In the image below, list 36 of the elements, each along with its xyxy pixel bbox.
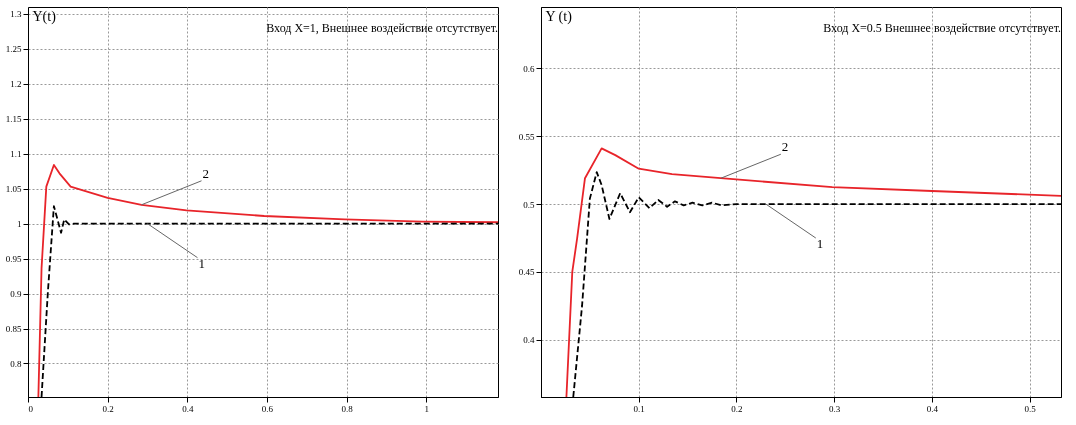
y-tick-label: 0.4 bbox=[523, 335, 535, 346]
y-tick-label: 0.55 bbox=[518, 131, 535, 142]
y-tick-label: 0.95 bbox=[5, 254, 22, 265]
x-tick-label: 0.2 bbox=[731, 403, 743, 414]
x-tick-label: 0.5 bbox=[1024, 403, 1037, 414]
annotation: 1 bbox=[198, 255, 205, 271]
y-tick-label: 1.2 bbox=[10, 79, 22, 90]
y-tick-label: 1.3 bbox=[10, 9, 22, 20]
x-tick-label: 0.3 bbox=[829, 403, 841, 414]
y-tick-label: 1.15 bbox=[5, 114, 22, 125]
x-tick-label: 1 bbox=[424, 403, 430, 414]
y-tick-label: 0.85 bbox=[5, 324, 22, 335]
annotation: 2 bbox=[781, 139, 789, 155]
y-axis-title: Y (t) bbox=[545, 8, 573, 25]
y-tick-label: 1 bbox=[17, 219, 22, 230]
y-tick-label: 0.9 bbox=[10, 289, 22, 300]
annotation: 2 bbox=[202, 165, 210, 181]
y-tick-label: 0.5 bbox=[523, 199, 535, 210]
y-tick-label: 1.05 bbox=[5, 184, 22, 195]
x-tick-label: 0.4 bbox=[182, 403, 194, 414]
y-tick-label: 0.45 bbox=[518, 267, 535, 278]
x-tick-label: 0.6 bbox=[261, 403, 274, 414]
x-tick-label: 0 bbox=[28, 403, 34, 414]
y-tick-label: 1.25 bbox=[5, 44, 22, 55]
line-series bbox=[37, 164, 498, 397]
x-tick-label: 0.2 bbox=[102, 403, 114, 414]
x-tick-label: 0.1 bbox=[633, 403, 645, 414]
y-tick-label: 0.8 bbox=[10, 358, 22, 369]
x-tick-label: 0.4 bbox=[926, 403, 939, 414]
y-tick-label: 1.1 bbox=[10, 149, 22, 160]
y-tick-label: 0.6 bbox=[523, 63, 535, 74]
text: Вход X=1, Внешнее воздействие отсутствует. bbox=[266, 21, 498, 35]
y-axis-title: Y(t) bbox=[32, 8, 57, 25]
annotation: 1 bbox=[816, 236, 824, 252]
x-tick-label: 0.8 bbox=[341, 403, 354, 414]
text: Вход X=0.5 Внешнее воздействие отсутствует. bbox=[823, 21, 1061, 35]
